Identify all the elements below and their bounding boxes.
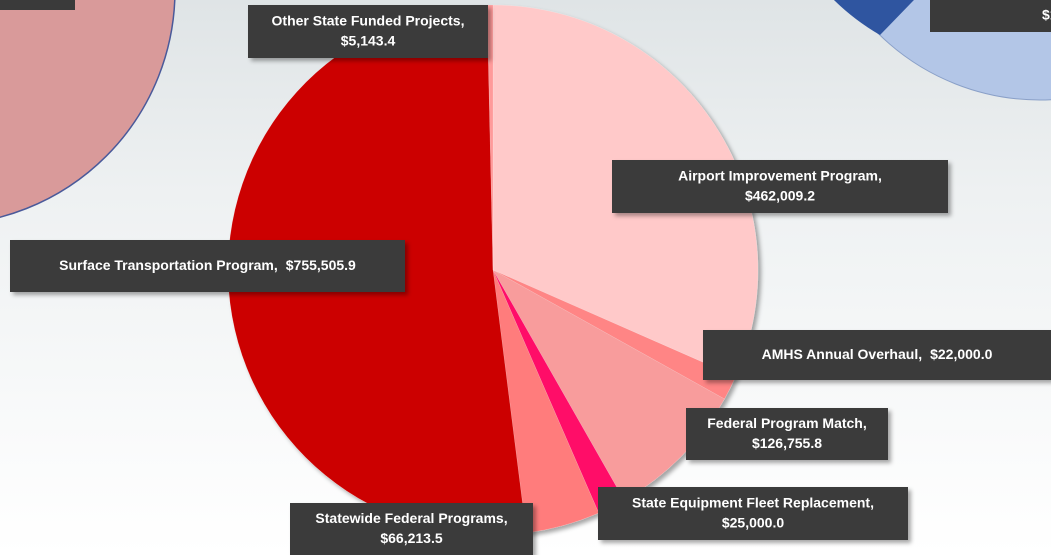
- data-label: State Equipment Fleet Replacement, $25,00…: [632, 494, 874, 530]
- value-label: $462,009.2: [745, 187, 815, 203]
- neighbor-value-label: $110,48: [1042, 7, 1051, 23]
- neighbor-pie-right: [834, 0, 1051, 101]
- neighbor-pie: [0, 0, 176, 218]
- label-box: [10, 240, 405, 292]
- label-box: [703, 330, 1051, 380]
- data-label: Surface Transportation Program, $755,505.…: [59, 257, 356, 273]
- category-label: Statewide Federal Programs,: [315, 510, 507, 526]
- data-label: Airport Improvement Program, $462,009.2: [678, 167, 882, 203]
- label-box: [686, 408, 888, 460]
- category-label: AMHS Annual Overhaul,: [762, 346, 923, 362]
- value-label: $126,755.8: [752, 435, 822, 451]
- label-box: [290, 503, 533, 555]
- category-label: Surface Transportation Program,: [59, 257, 278, 273]
- labels: Airport Improvement Program, $462,009.2 AM…: [10, 5, 1051, 555]
- value-label: $755,505.9: [286, 257, 356, 273]
- label-box: [598, 487, 908, 540]
- value-label: $5,143.4: [341, 32, 396, 48]
- data-label: Federal Program Match, $126,755.8: [707, 415, 867, 451]
- label-box: [248, 5, 488, 58]
- value-label: $66,213.5: [380, 530, 442, 546]
- neighbor-label-box: [0, 0, 75, 10]
- category-label: Federal Program Match,: [707, 415, 867, 431]
- category-label: Airport Improvement Program,: [678, 167, 882, 183]
- data-label: AMHS Annual Overhaul, $22,000.0: [762, 346, 993, 362]
- value-label: $22,000.0: [930, 346, 992, 362]
- data-label: Other State Funded Projects, $5,143.4: [272, 12, 465, 48]
- data-label: Statewide Federal Programs, $66,213.5: [315, 510, 507, 546]
- category-label: State Equipment Fleet Replacement,: [632, 494, 874, 510]
- label-box: [612, 160, 948, 213]
- value-label: $25,000.0: [722, 514, 784, 530]
- category-label: Other State Funded Projects,: [272, 12, 465, 28]
